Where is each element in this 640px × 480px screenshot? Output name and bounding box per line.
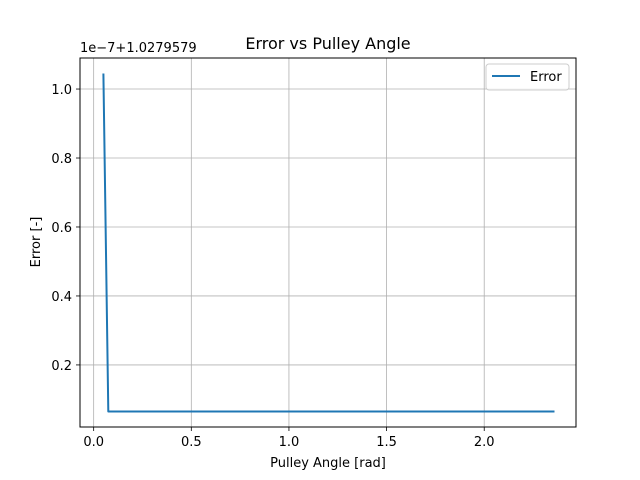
x-tick-label: 0.5 [181, 435, 202, 450]
y-axis-title: Error [-] [29, 217, 44, 268]
legend: Error [485, 63, 570, 91]
x-tick-label: 2.0 [474, 435, 495, 450]
series-layer [102, 73, 555, 413]
y-axis-offset-text: 1e−7+1.0279579 [80, 41, 197, 56]
y-tick-label: 1.0 [51, 83, 72, 98]
y-tick-label: 0.2 [51, 359, 72, 374]
y-tick-label: 0.4 [51, 290, 72, 305]
x-tick-label: 1.0 [279, 435, 300, 450]
plot-frame [79, 57, 577, 428]
y-tick-label: 0.6 [51, 221, 72, 236]
chart-title: Error vs Pulley Angle [245, 34, 410, 53]
x-axis-title: Pulley Angle [rad] [270, 456, 386, 471]
x-tick-label: 0.0 [83, 435, 104, 450]
y-tick-label: 0.8 [51, 152, 72, 167]
series-line-error [102, 73, 555, 413]
legend-label: Error [530, 70, 562, 85]
tick-layer: 0.0 0.5 1.0 1.5 2.0 0.2 0.4 0.6 0.8 1.0 [51, 83, 494, 450]
legend-box [485, 63, 570, 91]
x-tick-label: 1.5 [376, 435, 397, 450]
